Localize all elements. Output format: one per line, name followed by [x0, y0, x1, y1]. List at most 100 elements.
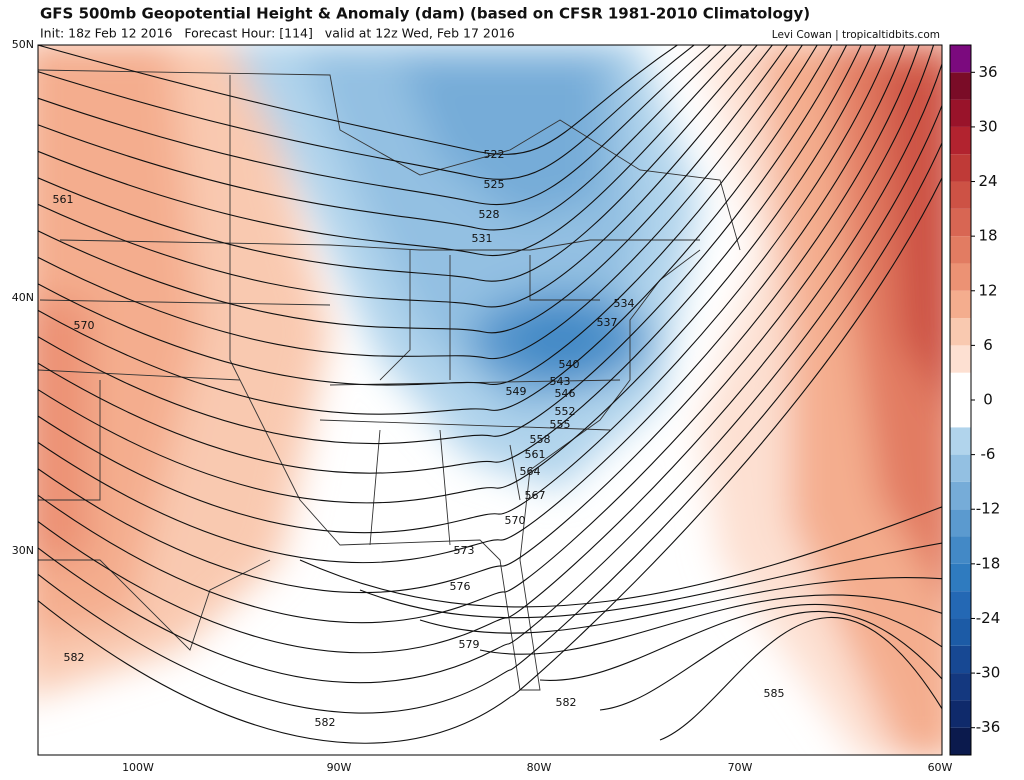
- contour-line: [479, 594, 942, 655]
- contour-line: [38, 45, 906, 564]
- height-contours: [38, 45, 942, 744]
- colorbar-band: [950, 318, 971, 346]
- lon-label: 70W: [728, 761, 753, 774]
- contour-label: 567: [525, 489, 546, 502]
- colorbar-band: [950, 427, 971, 455]
- lat-label: 40N: [12, 291, 34, 304]
- contour-label: 570: [74, 319, 95, 332]
- contour-label: 585: [764, 687, 785, 700]
- contour-label: 549: [506, 385, 527, 398]
- contour-line: [38, 141, 942, 714]
- credit: Levi Cowan | tropicaltidbits.com: [772, 29, 940, 41]
- contour-line: [419, 576, 942, 634]
- colorbar-band: [950, 290, 971, 319]
- colorbar-band: [950, 400, 971, 428]
- colorbar-tick-label: -18: [976, 554, 1001, 572]
- lon-label: 100W: [122, 761, 154, 774]
- colorbar-tick-label: 0: [983, 391, 993, 409]
- contour-line: [539, 603, 942, 681]
- colorbar-band: [950, 345, 971, 373]
- colorbar-band: [950, 727, 971, 755]
- colorbar-tick-label: -24: [976, 609, 1001, 627]
- contour-label: 564: [520, 465, 541, 478]
- map-axes: 50N 40N 30N 100W 90W 80W 70W 60W: [12, 38, 953, 774]
- colorbar-tick-label: 12: [978, 281, 997, 299]
- colorbar-band: [950, 181, 971, 209]
- contour-label: 552: [555, 405, 576, 418]
- contour-label: 561: [525, 448, 546, 461]
- colorbar-band: [950, 536, 971, 564]
- colorbar-band: [950, 72, 971, 100]
- contour-line: [359, 542, 942, 619]
- colorbar-band: [950, 481, 971, 510]
- contour-label: 582: [315, 716, 336, 729]
- colorbar-band: [950, 126, 971, 155]
- contour-label: 528: [479, 208, 500, 221]
- colorbar-tick-label: 36: [978, 63, 997, 81]
- colorbar-band: [950, 99, 971, 127]
- contour-label: 540: [559, 358, 580, 371]
- contour-label: 582: [556, 696, 577, 709]
- contour-line: [38, 45, 934, 624]
- lon-label: 80W: [527, 761, 552, 774]
- contour-label: 576: [450, 580, 471, 593]
- colorbar-tick-label: -6: [981, 445, 996, 463]
- contour-label: 543: [550, 375, 571, 388]
- contour-line: [38, 45, 920, 594]
- lat-label: 50N: [12, 38, 34, 51]
- colorbar-band: [950, 372, 971, 400]
- colorbar-band: [950, 236, 971, 264]
- contour-line: [38, 45, 758, 282]
- map-frame: [37, 44, 943, 756]
- colorbar-tick-label: 18: [978, 227, 997, 245]
- colorbar-band: [950, 618, 971, 646]
- contour-line: [38, 45, 877, 504]
- contour-line: [38, 45, 833, 415]
- contour-line: [38, 176, 942, 744]
- contour-label: 558: [530, 433, 551, 446]
- contour-label: 525: [484, 178, 505, 191]
- lon-label: 90W: [327, 761, 352, 774]
- contour-label: 531: [472, 232, 493, 245]
- colorbar-tick-label: 6: [983, 336, 993, 354]
- contour-line: [38, 45, 679, 155]
- contour-label: 546: [555, 387, 576, 400]
- colorbar: 36 30 24 18 12 6 0 -6 -12 -18 -24 -30 -36: [949, 44, 1001, 756]
- contour-line: [38, 103, 942, 684]
- subtitle: Init: 18z Feb 12 2016 Forecast Hour: [11…: [40, 26, 515, 41]
- contour-line: [38, 45, 803, 360]
- colorbar-band: [950, 263, 971, 291]
- contour-label: 522: [484, 148, 505, 161]
- contour-label: 534: [614, 297, 635, 310]
- contour-label: 561: [53, 193, 74, 206]
- lat-label: 30N: [12, 544, 34, 557]
- colorbar-tick-label: 30: [978, 117, 997, 135]
- contour-label: 555: [550, 418, 571, 431]
- contour-label: 582: [64, 651, 85, 664]
- colorbar-band: [950, 673, 971, 701]
- colorbar-band: [950, 509, 971, 537]
- colorbar-band: [950, 45, 971, 73]
- colorbar-band: [950, 700, 971, 728]
- lon-label: 60W: [928, 761, 953, 774]
- contour-label: 570: [505, 514, 526, 527]
- contour-line: [38, 45, 862, 474]
- contour-line: [38, 45, 696, 180]
- contour-line: [299, 506, 942, 608]
- contour-line: [38, 45, 818, 386]
- contour-line: [38, 45, 774, 308]
- colorbar-tick-label: -30: [976, 664, 1001, 682]
- colorbar-band: [950, 563, 971, 592]
- contour-line: [38, 45, 743, 257]
- colorbar-band: [950, 591, 971, 619]
- colorbar-tick-label: -36: [976, 718, 1001, 736]
- contour-line: [38, 45, 728, 231]
- colorbar-band: [950, 645, 971, 674]
- colorbar-band: [950, 454, 971, 482]
- contour-line: [599, 610, 942, 711]
- contour-line: [38, 45, 789, 334]
- title: GFS 500mb Geopotential Height & Anomaly …: [40, 5, 810, 23]
- colorbar-band: [950, 154, 971, 182]
